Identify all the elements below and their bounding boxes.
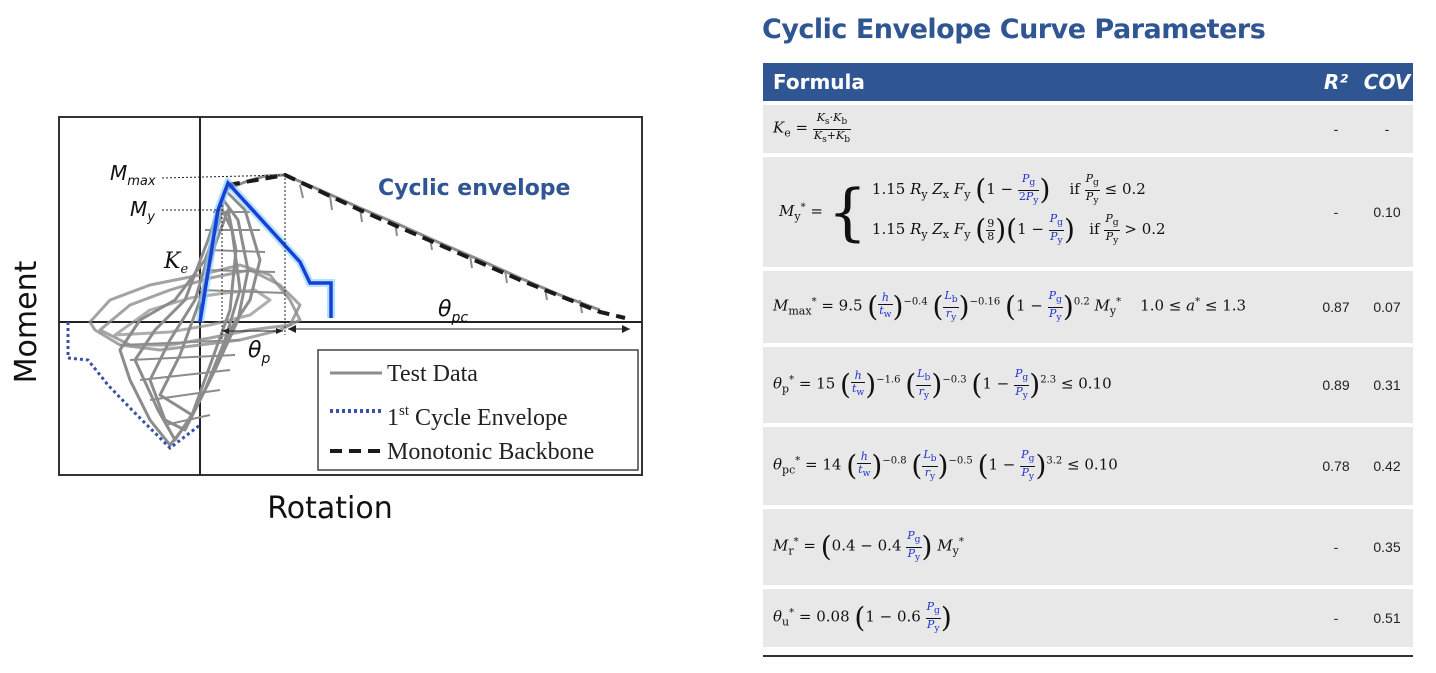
legend-monotonic-label: Monotonic Backbone (387, 439, 594, 465)
header-formula: Formula (763, 63, 1311, 101)
table-row: Ke = Ks·Kb Ks+Kb - - (763, 105, 1413, 153)
cov-value: 0.42 (1361, 427, 1413, 505)
my-label: My (130, 197, 155, 225)
cyclic-envelope-annotation: Cyclic envelope (378, 176, 570, 201)
formula-theta-u: θu* = 0.08 (1 − 0.6 Pg Py) (763, 589, 1311, 647)
r2-value: 0.78 (1311, 427, 1361, 505)
table-row: Mmax* = 9.5 (h tw)−0.4 (Lb ry)−0.16 (1 − P… (763, 271, 1413, 343)
moment-rotation-figure: Mmax My Ke θpc θp Cyclic envelope Test D… (0, 0, 700, 673)
r2-value: 0.87 (1311, 271, 1361, 343)
monotonic-backbone-curve (227, 172, 626, 320)
cov-value: 0.07 (1361, 271, 1413, 343)
r2-value: 0.89 (1311, 347, 1361, 423)
formula-theta-pc: θpc* = 14 (h tw)−0.8 (Lb ry)−0.5 (1 − Pg Py… (763, 427, 1311, 505)
theta-p-label: θp (248, 338, 270, 367)
cov-value: 0.10 (1361, 157, 1413, 267)
table-header-row: Formula R² COV (763, 63, 1413, 101)
test-data-loops (88, 173, 601, 447)
table-row: My* = { 1.15 Ry Zx Fy (1 − Pg 2Py) if Pg P… (763, 157, 1413, 267)
table-title: Cyclic Envelope Curve Parameters (762, 14, 1266, 45)
y-axis-title: Moment (9, 260, 44, 383)
r2-value: - (1311, 157, 1361, 267)
header-r2: R² (1311, 63, 1361, 101)
mmax-reference-line (161, 174, 286, 179)
header-cov: COV (1361, 63, 1413, 101)
table-row: Mr* = (0.4 − 0.4 Pg Py) My* - 0.35 (763, 509, 1413, 585)
ke-label: Ke (163, 249, 188, 277)
formula-theta-p: θp* = 15 (h tw)−1.6 (Lb ry)−0.3 (1 − Pg Py)… (763, 347, 1311, 423)
table-bottom-rule (763, 655, 1413, 657)
moment-rotation-diagram: Mmax My Ke θpc θp Cyclic envelope Test D… (9, 116, 643, 526)
first-cycle-envelope-curve (66, 322, 201, 450)
legend: Test Data 1st Cycle Envelope Monotonic B… (317, 349, 639, 471)
formula-mr: Mr* = (0.4 − 0.4 Pg Py) My* (763, 509, 1311, 585)
table-row: θpc* = 14 (h tw)−0.8 (Lb ry)−0.5 (1 − Pg Py… (763, 427, 1413, 505)
legend-test-data-label: Test Data (387, 361, 478, 387)
x-axis-title: Rotation (267, 491, 392, 526)
table-row: θu* = 0.08 (1 − 0.6 Pg Py) - 0.51 (763, 589, 1413, 647)
legend-first-cycle-label: 1st Cycle Envelope (387, 403, 568, 431)
cov-value: 0.51 (1361, 589, 1413, 647)
table-row: θp* = 15 (h tw)−1.6 (Lb ry)−0.3 (1 − Pg Py)… (763, 347, 1413, 423)
parameters-table: Formula R² COV Ke = Ks·Kb Ks+Kb - - My* =… (763, 59, 1413, 651)
mmax-label: Mmax (110, 161, 156, 189)
cov-value: 0.35 (1361, 509, 1413, 585)
cov-value: - (1361, 105, 1413, 153)
r2-value: - (1311, 509, 1361, 585)
r2-value: - (1311, 105, 1361, 153)
formula-my: My* = { 1.15 Ry Zx Fy (1 − Pg 2Py) if Pg P… (763, 157, 1311, 267)
formula-ke: Ke = Ks·Kb Ks+Kb (763, 105, 1311, 153)
theta-pc-label: θpc (438, 297, 468, 326)
cov-value: 0.31 (1361, 347, 1413, 423)
formula-mmax: Mmax* = 9.5 (h tw)−0.4 (Lb ry)−0.16 (1 − P… (763, 271, 1311, 343)
r2-value: - (1311, 589, 1361, 647)
